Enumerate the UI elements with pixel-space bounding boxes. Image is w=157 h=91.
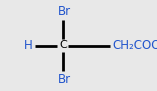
Text: C: C (59, 40, 67, 51)
Text: Br: Br (58, 5, 71, 18)
Text: H: H (24, 39, 33, 52)
Text: CH₂COOH: CH₂COOH (112, 39, 157, 52)
Text: Br: Br (58, 73, 71, 86)
